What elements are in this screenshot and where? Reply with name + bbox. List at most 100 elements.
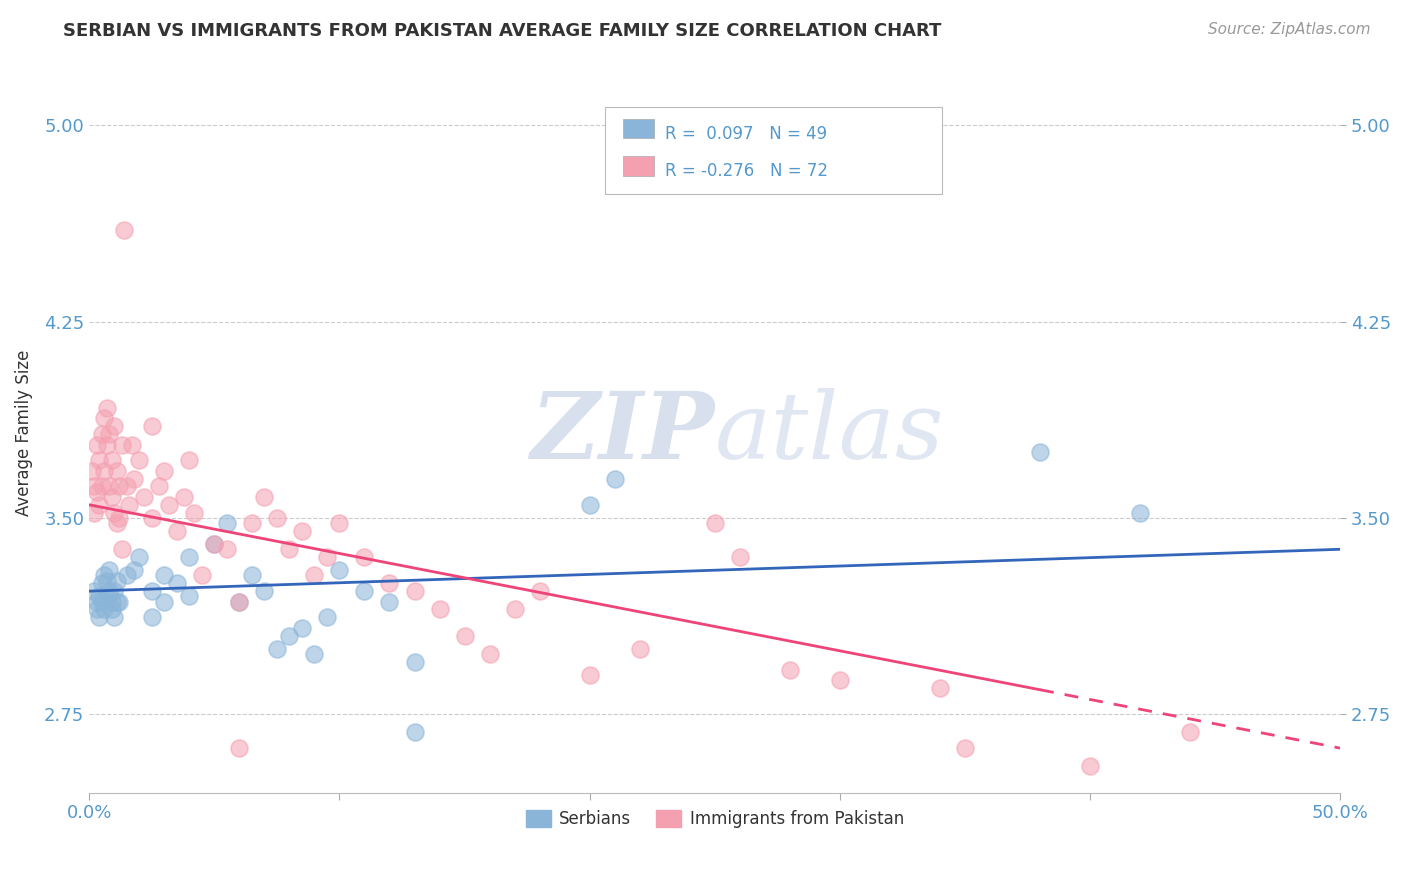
- Point: [111, 437, 134, 451]
- Point: [98, 427, 121, 442]
- Point: [266, 511, 288, 525]
- Point: [112, 223, 135, 237]
- Legend: Serbians, Immigrants from Pakistan: Serbians, Immigrants from Pakistan: [519, 803, 911, 835]
- Point: [83, 479, 105, 493]
- Point: [828, 673, 851, 687]
- Point: [86, 594, 108, 608]
- Point: [100, 490, 122, 504]
- Point: [103, 584, 125, 599]
- Point: [215, 516, 238, 530]
- Point: [378, 594, 401, 608]
- Point: [179, 590, 201, 604]
- Point: [953, 741, 976, 756]
- Point: [328, 563, 350, 577]
- Point: [93, 568, 115, 582]
- Text: SERBIAN VS IMMIGRANTS FROM PAKISTAN AVERAGE FAMILY SIZE CORRELATION CHART: SERBIAN VS IMMIGRANTS FROM PAKISTAN AVER…: [63, 22, 942, 40]
- Point: [80, 464, 103, 478]
- Point: [779, 663, 801, 677]
- Point: [115, 568, 138, 582]
- Point: [278, 542, 301, 557]
- Point: [353, 550, 375, 565]
- Point: [429, 602, 451, 616]
- Point: [89, 453, 111, 467]
- Point: [304, 647, 326, 661]
- Point: [121, 437, 143, 451]
- Point: [353, 584, 375, 599]
- Point: [90, 576, 112, 591]
- Point: [93, 411, 115, 425]
- Text: ZIP: ZIP: [530, 388, 714, 478]
- Point: [86, 437, 108, 451]
- Point: [153, 594, 176, 608]
- Point: [316, 610, 339, 624]
- Point: [98, 479, 121, 493]
- Point: [93, 602, 115, 616]
- Text: R =  0.097   N = 49: R = 0.097 N = 49: [665, 125, 827, 143]
- Point: [228, 594, 250, 608]
- Point: [105, 574, 128, 588]
- Point: [278, 629, 301, 643]
- Point: [228, 741, 250, 756]
- Point: [128, 453, 150, 467]
- Point: [179, 550, 201, 565]
- Point: [1029, 445, 1052, 459]
- Point: [703, 516, 725, 530]
- Point: [291, 621, 314, 635]
- Point: [98, 584, 121, 599]
- Point: [304, 568, 326, 582]
- Point: [404, 725, 426, 739]
- Point: [89, 610, 111, 624]
- Point: [202, 537, 225, 551]
- Point: [122, 563, 145, 577]
- Point: [96, 437, 118, 451]
- Point: [1078, 759, 1101, 773]
- Point: [215, 542, 238, 557]
- Point: [316, 550, 339, 565]
- Point: [90, 427, 112, 442]
- Point: [105, 516, 128, 530]
- Point: [328, 516, 350, 530]
- Point: [603, 472, 626, 486]
- Point: [103, 506, 125, 520]
- Point: [108, 479, 131, 493]
- Point: [191, 568, 214, 582]
- Point: [240, 516, 263, 530]
- Point: [529, 584, 551, 599]
- Point: [118, 498, 141, 512]
- Text: R = -0.276   N = 72: R = -0.276 N = 72: [665, 162, 828, 180]
- Point: [128, 550, 150, 565]
- Point: [90, 594, 112, 608]
- Point: [503, 602, 526, 616]
- Point: [86, 484, 108, 499]
- Point: [153, 464, 176, 478]
- Point: [157, 498, 180, 512]
- Point: [122, 472, 145, 486]
- Point: [253, 584, 276, 599]
- Point: [100, 602, 122, 616]
- Point: [86, 602, 108, 616]
- Y-axis label: Average Family Size: Average Family Size: [15, 350, 32, 516]
- Point: [89, 498, 111, 512]
- Point: [202, 537, 225, 551]
- Point: [96, 574, 118, 588]
- Point: [179, 453, 201, 467]
- Point: [141, 511, 163, 525]
- Point: [141, 419, 163, 434]
- Point: [148, 479, 170, 493]
- Point: [1129, 506, 1152, 520]
- Point: [929, 681, 952, 695]
- Point: [90, 479, 112, 493]
- Text: atlas: atlas: [714, 388, 945, 478]
- Point: [83, 506, 105, 520]
- Point: [100, 453, 122, 467]
- Point: [103, 419, 125, 434]
- Point: [628, 641, 651, 656]
- Point: [98, 563, 121, 577]
- Point: [1180, 725, 1202, 739]
- Point: [108, 511, 131, 525]
- Point: [183, 506, 205, 520]
- Point: [266, 641, 288, 656]
- Point: [253, 490, 276, 504]
- Point: [478, 647, 501, 661]
- Point: [100, 594, 122, 608]
